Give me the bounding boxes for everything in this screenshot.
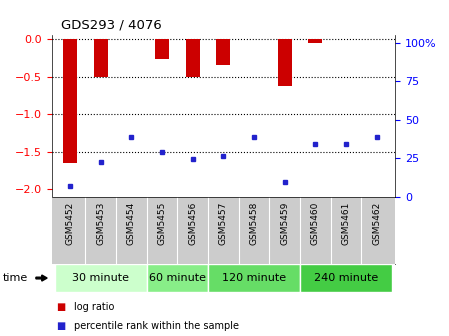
Text: GDS293 / 4076: GDS293 / 4076 <box>61 19 161 32</box>
Text: time: time <box>2 273 27 283</box>
Text: 240 minute: 240 minute <box>314 273 378 283</box>
Bar <box>308 39 322 43</box>
Text: ■: ■ <box>56 302 66 312</box>
Text: GSM5456: GSM5456 <box>188 202 197 245</box>
Text: GSM5455: GSM5455 <box>158 202 167 245</box>
Text: 120 minute: 120 minute <box>222 273 286 283</box>
Text: ■: ■ <box>56 321 66 331</box>
Text: GSM5461: GSM5461 <box>342 202 351 245</box>
Bar <box>94 39 108 77</box>
Text: log ratio: log ratio <box>74 302 114 312</box>
Bar <box>300 264 392 292</box>
Bar <box>186 39 200 77</box>
Bar <box>216 39 230 65</box>
Bar <box>208 264 300 292</box>
Text: 60 minute: 60 minute <box>149 273 206 283</box>
Text: GSM5454: GSM5454 <box>127 202 136 245</box>
Text: GSM5458: GSM5458 <box>250 202 259 245</box>
Bar <box>147 264 208 292</box>
Bar <box>278 39 291 86</box>
Text: percentile rank within the sample: percentile rank within the sample <box>74 321 239 331</box>
Bar <box>155 39 169 59</box>
Bar <box>55 264 147 292</box>
Bar <box>63 39 77 163</box>
Text: GSM5462: GSM5462 <box>372 202 381 245</box>
Text: GSM5452: GSM5452 <box>66 202 75 245</box>
Text: GSM5460: GSM5460 <box>311 202 320 245</box>
Text: GSM5453: GSM5453 <box>96 202 105 245</box>
Text: 30 minute: 30 minute <box>72 273 129 283</box>
Text: GSM5459: GSM5459 <box>280 202 289 245</box>
Text: GSM5457: GSM5457 <box>219 202 228 245</box>
